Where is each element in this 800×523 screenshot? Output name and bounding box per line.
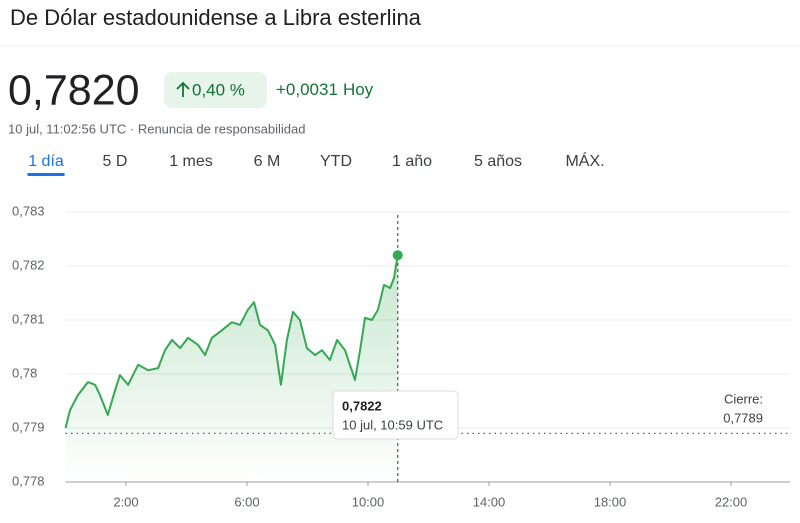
y-tick-label: 0,783	[12, 203, 45, 218]
x-tick-label: 22:00	[715, 494, 748, 509]
current-point	[392, 250, 403, 261]
tab-underline	[27, 173, 65, 176]
tab[interactable]: 5 D	[103, 153, 128, 170]
area	[65, 255, 398, 482]
tabs: 1 día 5 D 1 mes 6 M YTD 1 año 5 años MÁX.	[27, 151, 605, 176]
up-arrow	[176, 81, 190, 97]
tab[interactable]: 5 años	[474, 153, 522, 170]
tab[interactable]: YTD	[320, 153, 352, 170]
y-tick-label: 0,78	[12, 365, 37, 380]
tooltip-time: 10 jul, 10:59 UTC	[342, 417, 443, 432]
title: De Dólar estadounidense a Libra esterlin…	[10, 5, 422, 30]
tooltip-value: 0,7822	[342, 398, 382, 413]
x-tick-label: 18:00	[594, 494, 627, 509]
y-tick-label: 0,778	[12, 473, 45, 488]
tab[interactable]: 1 año	[392, 153, 432, 170]
tab[interactable]: 6 M	[254, 153, 281, 170]
x-tick-label: 2:00	[113, 494, 138, 509]
tab[interactable]: MÁX.	[565, 151, 604, 170]
tab[interactable]: 1 día	[28, 153, 64, 170]
price: 0,7820	[8, 66, 140, 114]
line	[64, 255, 399, 429]
reference-value: 0,7789	[723, 410, 763, 425]
y-tick-label: 0,779	[12, 419, 45, 434]
y-tick-label: 0,782	[12, 257, 45, 272]
y-tick-label: 0,781	[12, 311, 45, 326]
change: +0,0031 Hoy	[276, 80, 374, 99]
change-period: Hoy	[343, 80, 374, 99]
x-tick-label: 10:00	[352, 494, 385, 509]
change-percent: 0,40 %	[192, 80, 245, 99]
subtitle: 10 jul, 11:02:56 UTC · Renuncia de respo…	[8, 121, 306, 136]
x-tick-label: 14:00	[473, 494, 506, 509]
change-value: +0,0031	[276, 80, 338, 99]
reference-label: Cierre:	[724, 391, 763, 406]
change-badge	[164, 72, 267, 108]
x-tick-label: 6:00	[234, 494, 259, 509]
tab[interactable]: 1 mes	[169, 153, 213, 170]
plot: 0,778 0,779 0,78 0,781 0,782 0,783 2:00 6:00 10:…	[12, 203, 790, 509]
tooltip-box	[332, 390, 459, 440]
